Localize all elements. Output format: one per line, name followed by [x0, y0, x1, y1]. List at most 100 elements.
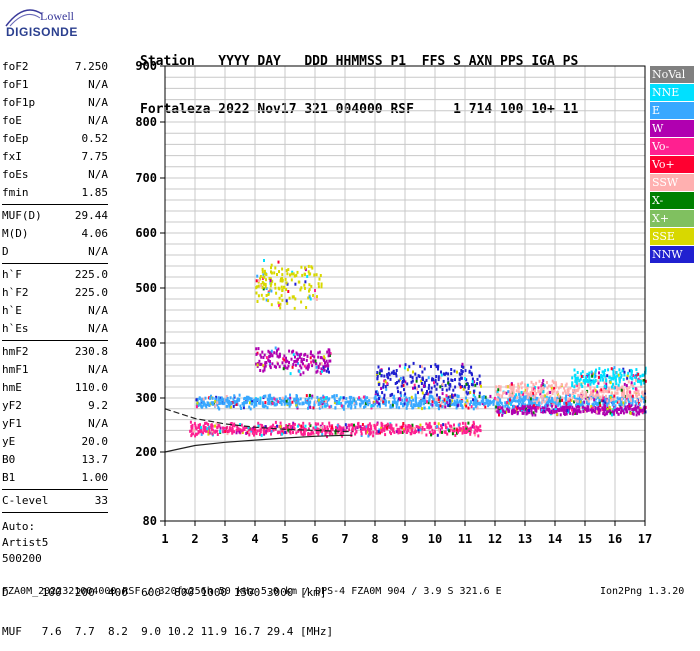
- echo-point: [640, 395, 643, 399]
- echo-point: [286, 272, 289, 276]
- echo-point: [593, 410, 596, 413]
- echo-point: [631, 377, 634, 381]
- echo-point: [404, 398, 406, 402]
- echo-point: [478, 374, 481, 378]
- echo-point: [518, 392, 521, 396]
- echo-point: [581, 390, 584, 394]
- echo-point: [288, 398, 291, 402]
- echo-point: [278, 397, 281, 401]
- echo-point: [620, 373, 623, 377]
- echo-point: [596, 385, 599, 388]
- echo-point: [615, 382, 618, 386]
- echo-point: [383, 379, 386, 383]
- echo-point: [293, 306, 296, 310]
- echo-point: [296, 405, 299, 409]
- echo-point: [281, 273, 284, 277]
- echo-point: [447, 404, 450, 407]
- echo-point: [577, 397, 580, 401]
- echo-point: [255, 286, 258, 290]
- echo-point: [451, 379, 454, 382]
- echo-point: [613, 406, 616, 410]
- echo-point: [334, 406, 337, 410]
- echo-point: [544, 410, 547, 414]
- echo-point: [380, 397, 383, 401]
- x-tick-label: 9: [401, 532, 408, 546]
- echo-point: [454, 401, 457, 405]
- echo-point: [499, 401, 502, 405]
- echo-point: [569, 401, 571, 405]
- echo-point: [231, 427, 234, 431]
- echo-point: [512, 384, 515, 388]
- echo-point: [456, 394, 459, 398]
- echo-point: [304, 286, 306, 290]
- echo-point: [566, 406, 569, 410]
- echo-point: [383, 429, 386, 433]
- echo-point: [565, 394, 568, 398]
- echo-point: [304, 428, 307, 432]
- echo-point: [602, 396, 605, 400]
- echo-point: [230, 429, 233, 433]
- divider: [2, 263, 108, 264]
- echo-point: [344, 401, 347, 405]
- x-tick-label: 1: [161, 532, 168, 546]
- echo-point: [257, 347, 260, 351]
- echo-point: [285, 299, 288, 303]
- echo-point: [586, 397, 589, 401]
- echo-point: [590, 392, 592, 396]
- echo-point: [191, 423, 194, 427]
- echo-point: [632, 374, 635, 377]
- echo-point: [328, 424, 331, 428]
- echo-point: [580, 395, 582, 399]
- echo-point: [294, 363, 297, 367]
- echo-point: [269, 279, 272, 283]
- echo-point: [508, 394, 511, 398]
- echo-point: [263, 275, 266, 279]
- echo-point: [444, 423, 447, 427]
- echo-point: [363, 398, 366, 402]
- echo-point: [579, 392, 582, 396]
- echo-point: [243, 397, 246, 401]
- echo-point: [367, 434, 370, 438]
- echo-point: [376, 374, 379, 378]
- echo-point: [417, 402, 420, 406]
- echo-point: [267, 299, 270, 303]
- echo-point: [556, 392, 559, 396]
- echo-point: [549, 391, 552, 394]
- echo-point: [560, 399, 562, 403]
- echo-point: [498, 405, 501, 409]
- param-row: foF1p N/A: [2, 94, 108, 112]
- echo-point: [634, 400, 637, 404]
- echo-point: [602, 378, 604, 382]
- echo-point: [546, 400, 549, 404]
- echo-point: [637, 379, 639, 383]
- echo-point: [641, 410, 644, 414]
- echo-point: [629, 395, 631, 399]
- echo-point: [476, 428, 479, 432]
- echo-point: [275, 365, 277, 369]
- echo-point: [631, 403, 634, 406]
- echo-point: [196, 401, 199, 405]
- echo-point: [208, 431, 211, 435]
- echo-point: [606, 399, 609, 403]
- echo-point: [308, 396, 311, 400]
- echo-point: [530, 409, 533, 413]
- echo-point: [590, 370, 593, 374]
- echo-point: [281, 361, 284, 365]
- polarization-legend: NoVal NNE E W Vo- Vo+ SSW X- X+ SSE NNW: [650, 66, 694, 264]
- echo-point: [509, 398, 511, 402]
- echo-point: [504, 404, 507, 408]
- echo-point: [251, 427, 254, 430]
- echo-point: [618, 402, 621, 405]
- echo-point: [207, 432, 210, 436]
- echo-point: [221, 397, 224, 401]
- echo-point: [250, 427, 253, 431]
- echo-point: [602, 408, 605, 412]
- echo-point: [217, 406, 220, 410]
- echo-point: [583, 406, 586, 410]
- echo-point: [345, 426, 348, 430]
- echo-point: [298, 355, 301, 359]
- echo-point: [433, 381, 435, 385]
- echo-point: [430, 386, 433, 390]
- echo-point: [549, 400, 552, 404]
- echo-point: [462, 426, 465, 429]
